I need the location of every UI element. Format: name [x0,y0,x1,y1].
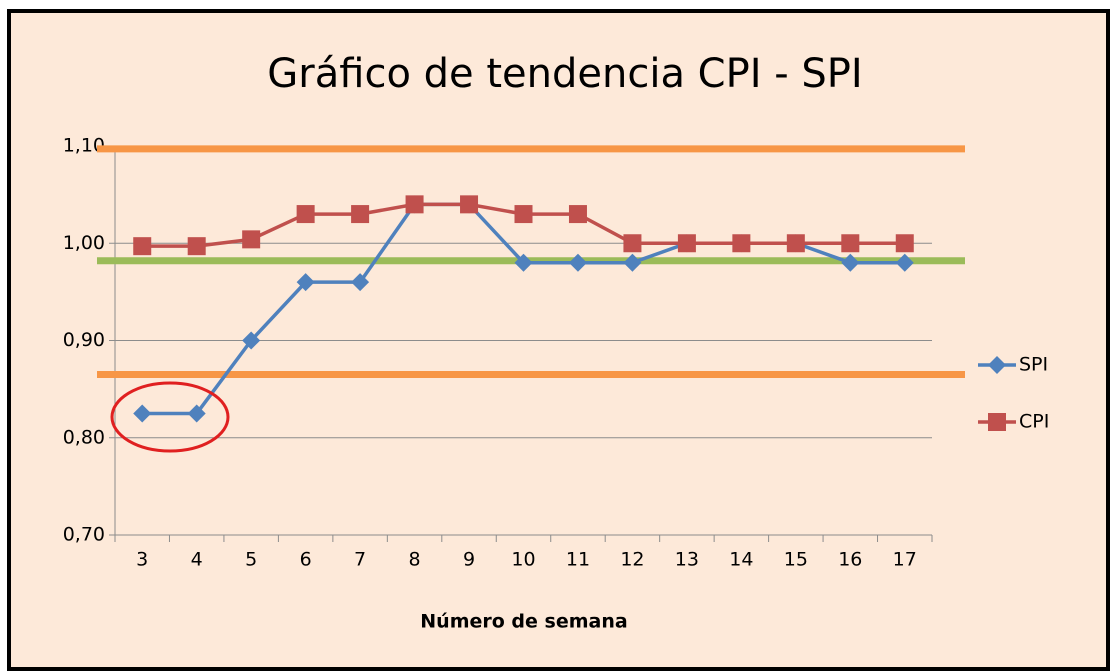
y-tick-label: 0,90 [63,329,105,351]
marker [187,404,206,423]
x-tick-label: 7 [354,549,366,571]
marker [405,195,424,214]
x-tick-label: 3 [136,549,148,571]
x-tick-label: 10 [511,549,535,571]
y-tick-label: 0,70 [63,524,105,546]
marker [133,237,152,256]
marker [296,205,315,224]
x-tick-label: 9 [463,549,475,571]
x-tick-label: 14 [729,549,753,571]
marker [988,413,1006,431]
legend-label: CPI [1019,411,1049,433]
marker [133,404,152,423]
x-tick-label: 15 [784,549,808,571]
marker [732,234,751,253]
y-tick-label: 0,80 [63,426,105,448]
x-tick-label: 16 [838,549,862,571]
x-axis-label: Número de semana [420,611,627,633]
x-tick-label: 11 [566,549,590,571]
marker [623,253,642,272]
highlight-ellipse [110,381,230,453]
marker [677,234,696,253]
marker [351,205,370,224]
x-tick-label: 4 [191,549,203,571]
marker [568,205,587,224]
chart-title: Gráfico de tendencia CPI - SPI [267,51,862,97]
marker [242,230,261,249]
marker [460,195,479,214]
marker [242,331,261,350]
x-tick-label: 6 [300,549,312,571]
x-tick-label: 8 [409,549,421,571]
marker [351,273,370,292]
marker [623,234,642,253]
marker [988,356,1006,374]
x-tick-label: 5 [245,549,257,571]
marker [296,273,315,292]
marker [841,253,860,272]
y-tick-label: 1,10 [63,135,105,157]
y-tick-label: 1,00 [63,232,105,254]
marker [895,234,914,253]
marker [187,237,206,256]
marker [841,234,860,253]
legend-label: SPI [1019,354,1048,376]
marker [514,253,533,272]
marker [786,234,805,253]
x-tick-label: 12 [620,549,644,571]
marker [895,253,914,272]
marker [514,205,533,224]
x-tick-label: 17 [893,549,917,571]
marker [568,253,587,272]
x-tick-label: 13 [675,549,699,571]
